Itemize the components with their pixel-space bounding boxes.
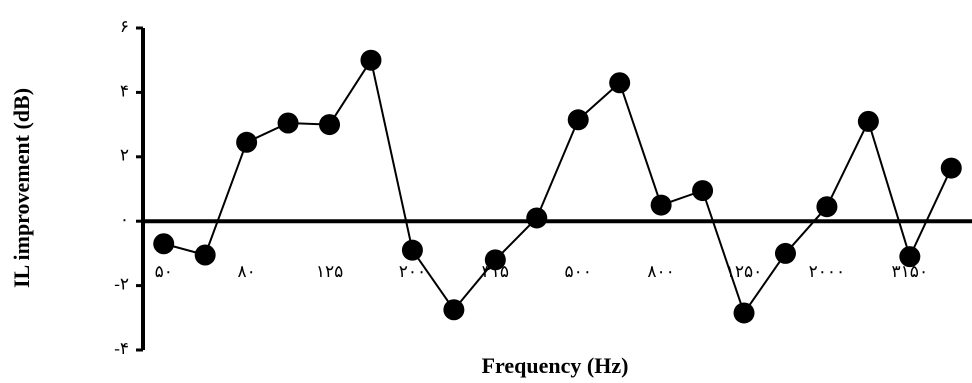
marker <box>277 112 299 134</box>
marker <box>443 299 465 321</box>
y-tick-label: ۴ <box>120 81 129 100</box>
x-tick-label: ۱۲۵ <box>316 262 343 281</box>
y-axis-title: IL improvement (dB) <box>9 88 34 288</box>
x-tick-label: ۲۰۰۰ <box>809 262 846 281</box>
marker <box>194 244 216 266</box>
marker <box>567 109 589 131</box>
marker <box>360 49 382 71</box>
y-tick-label: -۲ <box>114 275 129 294</box>
marker <box>733 302 755 324</box>
marker <box>484 249 506 271</box>
x-tick-label: ۳۱۵۰ <box>892 262 929 281</box>
y-tick-label: ۰ <box>120 210 129 229</box>
y-tick-label: ۶ <box>120 17 129 36</box>
marker <box>526 207 548 229</box>
x-axis-title: Frequency (Hz) <box>482 353 629 378</box>
y-tick-label: ۲ <box>120 146 129 165</box>
x-tick-label: ۱۲۵۰ <box>726 262 763 281</box>
x-tick-label: ۸۰ <box>237 262 255 281</box>
marker <box>650 194 672 216</box>
marker <box>319 114 341 136</box>
marker <box>692 180 714 202</box>
x-tick-label: ۲۰۰ <box>399 262 426 281</box>
marker <box>401 239 423 261</box>
x-tick-label: ۵۰ <box>155 262 173 281</box>
marker <box>899 246 921 268</box>
x-tick-label: ۵۰۰ <box>565 262 592 281</box>
marker <box>236 131 258 153</box>
marker <box>774 242 796 264</box>
y-tick-label: -۴ <box>114 339 129 358</box>
marker <box>609 72 631 94</box>
marker <box>940 157 962 179</box>
marker <box>153 233 175 255</box>
marker <box>857 110 879 132</box>
marker <box>816 196 838 218</box>
x-tick-label: ۸۰۰ <box>647 262 674 281</box>
